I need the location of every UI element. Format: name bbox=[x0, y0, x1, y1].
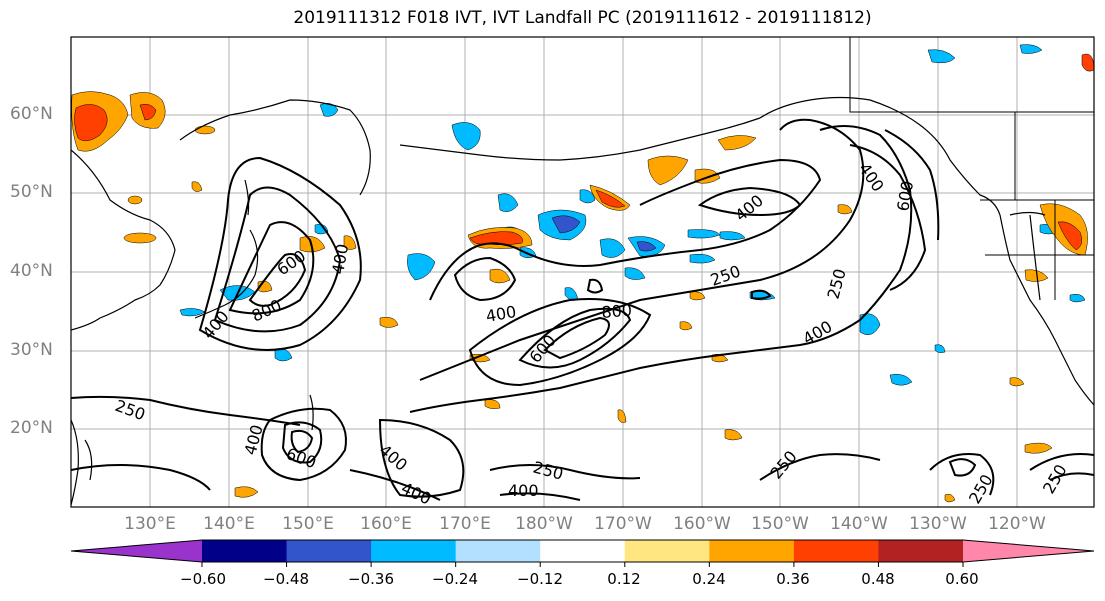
colorbar-extend-max bbox=[963, 540, 1094, 562]
aleutian-chain bbox=[399, 117, 761, 161]
contour-label-400-e: 400 bbox=[508, 481, 539, 500]
colorbar-tick-label: 0.24 bbox=[692, 570, 726, 588]
lon-label-120w: 120°W bbox=[988, 514, 1046, 534]
colorbar-tick-label: −0.36 bbox=[348, 570, 394, 588]
colorbar-segment bbox=[286, 540, 372, 562]
ivt-contours bbox=[71, 118, 1094, 501]
lat-label-40n: 40°N bbox=[10, 261, 53, 281]
colorbar-tick-label: −0.12 bbox=[517, 570, 563, 588]
lon-label-170e: 170°E bbox=[439, 514, 491, 534]
lon-label-170w: 170°W bbox=[594, 514, 652, 534]
colorbar-segment bbox=[455, 540, 541, 562]
colorbar-tick-label: 0.36 bbox=[776, 570, 810, 588]
north-america-coast bbox=[999, 214, 1094, 406]
lon-label-140w: 140°W bbox=[830, 514, 888, 534]
colorbar-tick-label: 0.48 bbox=[861, 570, 895, 588]
map-frame bbox=[70, 36, 1095, 508]
lon-label-160w: 160°W bbox=[673, 514, 731, 534]
colorbar-tick-label: 0.12 bbox=[607, 570, 641, 588]
lon-label-130w: 130°W bbox=[909, 514, 967, 534]
lon-label-150e: 150°E bbox=[282, 514, 334, 534]
colorbar-segment bbox=[202, 540, 288, 562]
map-title: 2019111312 F018 IVT, IVT Landfall PC (20… bbox=[293, 8, 872, 28]
lat-label-60n: 60°N bbox=[10, 104, 53, 124]
colorbar-segment bbox=[624, 540, 710, 562]
grid-lines bbox=[71, 37, 1094, 507]
colorbar-tick-label: −0.48 bbox=[263, 570, 309, 588]
lon-label-140e: 140°E bbox=[203, 514, 255, 534]
lon-label-130e: 130°E bbox=[124, 514, 176, 534]
colorbar-segment bbox=[371, 540, 457, 562]
lon-label-160e: 160°E bbox=[360, 514, 412, 534]
contour-label-800-a: 800 bbox=[601, 300, 633, 322]
lat-label-50n: 50°N bbox=[10, 182, 53, 202]
colorbar-tick-label: −0.24 bbox=[432, 570, 478, 588]
colorbar-extend-min bbox=[71, 540, 202, 562]
anomaly-negative-north-pacific bbox=[451, 122, 481, 151]
colorbar-segment bbox=[878, 540, 964, 562]
colorbar-tick-label: 0.60 bbox=[945, 570, 979, 588]
asia-coast bbox=[71, 149, 176, 331]
colorbar-segment bbox=[793, 540, 879, 562]
lon-label-150w: 150°W bbox=[751, 514, 809, 534]
lat-label-20n: 20°N bbox=[10, 418, 53, 438]
coastlines bbox=[71, 96, 1094, 506]
political-borders bbox=[849, 37, 1094, 300]
colorbar-tick-label: −0.60 bbox=[180, 570, 226, 588]
lat-label-30n: 30°N bbox=[10, 340, 53, 360]
contour-250-west bbox=[198, 156, 362, 351]
colorbar-segment bbox=[709, 540, 795, 562]
colorbar-segment bbox=[540, 540, 626, 562]
anomaly-shading bbox=[71, 44, 1094, 503]
contour-250-central bbox=[429, 158, 822, 301]
alaska-coast bbox=[759, 96, 1001, 216]
lon-label-180w: 180°W bbox=[515, 514, 573, 534]
